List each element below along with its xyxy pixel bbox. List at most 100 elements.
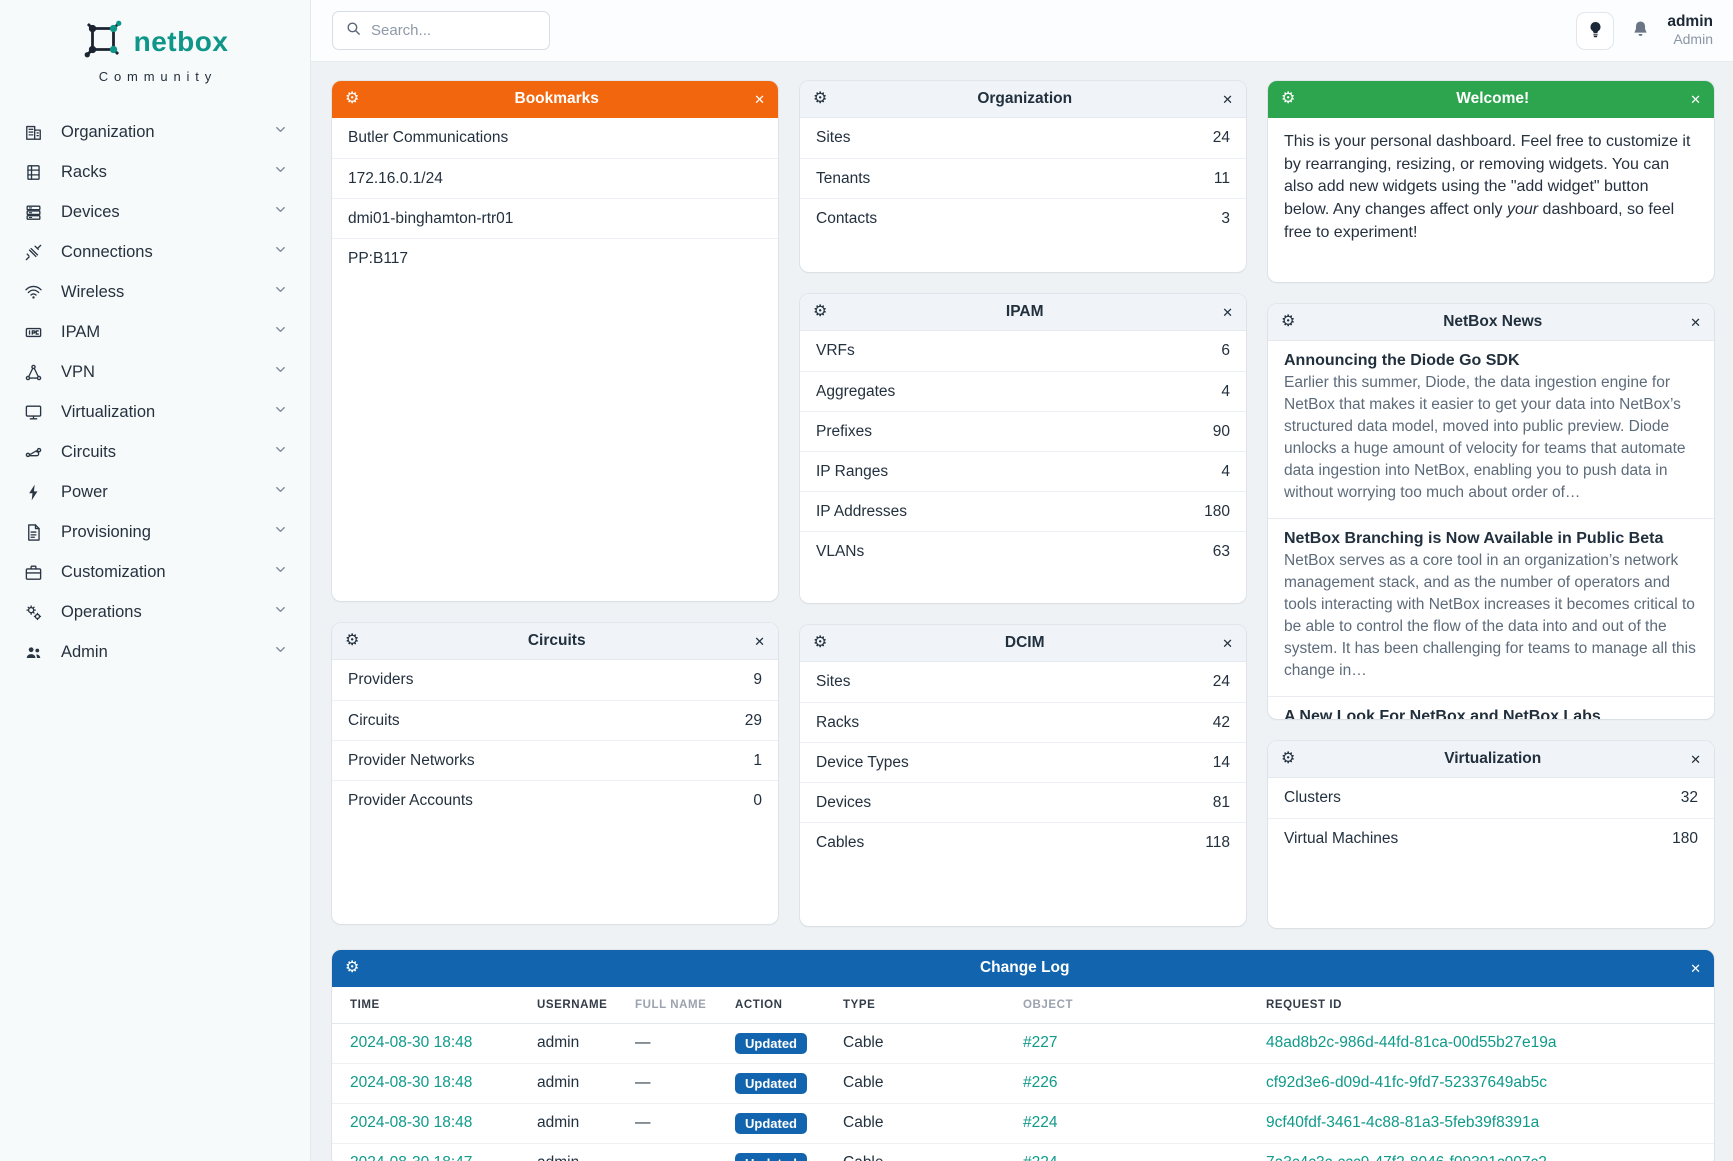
chevron-down-icon (273, 642, 288, 662)
welcome-text: This is your personal dashboard. Feel fr… (1284, 133, 1691, 241)
search-input[interactable] (371, 22, 570, 39)
widget-dcim: ⚙ DCIM ✕ Sites 24 Racks 42 Device Types 14 … (800, 625, 1246, 926)
sidebar-item-operations[interactable]: Operations (0, 592, 310, 632)
col-object[interactable]: OBJECT (1023, 987, 1266, 1024)
col-time[interactable]: TIME (332, 987, 537, 1024)
widget-close-icon[interactable]: ✕ (754, 91, 765, 107)
brand-name: netbox (133, 25, 229, 57)
time-link[interactable]: 2024-08-30 18:48 (350, 1034, 473, 1051)
col-action[interactable]: ACTION (735, 987, 843, 1024)
sidebar-item-connections[interactable]: Connections (0, 232, 310, 272)
count-row: Provider Accounts 0 (332, 780, 778, 820)
widget-title: Organization (977, 90, 1073, 107)
news-item-title[interactable]: A New Look For NetBox and NetBox Labs (1284, 708, 1601, 719)
chevron-down-icon (273, 362, 288, 382)
chevron-down-icon (273, 602, 288, 622)
widget-close-icon[interactable]: ✕ (1690, 751, 1701, 767)
col-request-id[interactable]: REQUEST ID (1266, 987, 1714, 1024)
object-link[interactable]: #224 (1023, 1154, 1057, 1161)
sidebar-item-racks[interactable]: Racks (0, 152, 310, 192)
request-id-link[interactable]: cf92d3e6-d09d-41fc-9fd7-52337649ab5c (1266, 1074, 1547, 1091)
request-id-link[interactable]: 7a3c4c3c-ccc9-47f2-8046-f09301c007c2 (1266, 1154, 1547, 1161)
brand-subtitle: Community (98, 69, 218, 84)
sidebar-item-virtualization[interactable]: Virtualization (0, 392, 310, 432)
object-link[interactable]: #227 (1023, 1034, 1058, 1051)
theme-toggle-button[interactable] (1576, 11, 1615, 50)
bookmark-item[interactable]: Butler Communications (348, 129, 509, 146)
request-id-link[interactable]: 9cf40fdf-3461-4c88-81a3-5feb39f8391a (1266, 1114, 1540, 1131)
change-log-table: TIME USERNAME FULL NAME ACTION TYPE OBJE… (332, 987, 1714, 1161)
chevron-down-icon (273, 562, 288, 582)
widget-config-icon[interactable]: ⚙ (345, 90, 360, 107)
news-item-title[interactable]: Announcing the Diode Go SDK (1284, 352, 1520, 369)
widget-config-icon[interactable]: ⚙ (813, 634, 828, 651)
bookmark-item[interactable]: dmi01-binghamton-rtr01 (332, 198, 778, 238)
organization-icon (23, 122, 44, 143)
count-row: VLANs 63 (800, 531, 1246, 571)
widget-ipam: ⚙ IPAM ✕ VRFs 6 Aggregates 4 Prefixes 90 IP… (800, 294, 1246, 603)
notifications-button[interactable] (1630, 19, 1651, 43)
sidebar-item-provisioning[interactable]: Provisioning (0, 512, 310, 552)
wifi-icon (23, 282, 44, 303)
widget-close-icon[interactable]: ✕ (754, 633, 765, 649)
widget-close-icon[interactable]: ✕ (1690, 314, 1701, 330)
netbox-logo-icon (82, 18, 124, 65)
count-row: Devices 81 (800, 782, 1246, 822)
chevron-down-icon (273, 482, 288, 502)
brand-logo[interactable]: netbox Community (0, 12, 310, 102)
sidebar-item-vpn[interactable]: VPN (0, 352, 310, 392)
count-row: Sites 24 (816, 673, 1230, 690)
widget-close-icon[interactable]: ✕ (1690, 91, 1701, 107)
bookmark-item[interactable]: 172.16.0.1/24 (332, 158, 778, 198)
sidebar-item-organization[interactable]: Organization (0, 112, 310, 152)
bookmark-item[interactable]: PP:B117 (332, 238, 778, 278)
col-username[interactable]: USERNAME (537, 987, 635, 1024)
chevron-down-icon (273, 322, 288, 342)
sidebar-item-admin[interactable]: Admin (0, 632, 310, 672)
col-type[interactable]: TYPE (843, 987, 1023, 1024)
widget-close-icon[interactable]: ✕ (1222, 304, 1233, 320)
circuits-icon (23, 442, 44, 463)
chevron-down-icon (273, 162, 288, 182)
sidebar-item-devices[interactable]: Devices (0, 192, 310, 232)
widget-config-icon[interactable]: ⚙ (1281, 750, 1296, 767)
user-menu[interactable]: admin Admin (1667, 12, 1713, 49)
chevron-down-icon (273, 282, 288, 302)
count-row: Aggregates 4 (800, 371, 1246, 411)
widget-config-icon[interactable]: ⚙ (1281, 90, 1296, 107)
widget-config-icon[interactable]: ⚙ (813, 303, 828, 320)
widget-config-icon[interactable]: ⚙ (345, 959, 360, 976)
sidebar-item-circuits[interactable]: Circuits (0, 432, 310, 472)
object-link[interactable]: #226 (1023, 1074, 1058, 1091)
ipam-icon (23, 322, 44, 343)
widget-title: IPAM (1005, 303, 1044, 320)
sidebar-item-ipam[interactable]: IPAM (0, 312, 310, 352)
widget-config-icon[interactable]: ⚙ (345, 632, 360, 649)
time-link[interactable]: 2024-08-30 18:48 (350, 1074, 473, 1091)
widget-config-icon[interactable]: ⚙ (1281, 313, 1296, 330)
sidebar-item-power[interactable]: Power (0, 472, 310, 512)
lightbulb-icon (1586, 20, 1605, 42)
sidebar-item-customization[interactable]: Customization (0, 552, 310, 592)
sidebar-item-wireless[interactable]: Wireless (0, 272, 310, 312)
devices-icon (23, 202, 44, 223)
search-box (332, 11, 570, 50)
widget-netbox-news: ⚙ NetBox News ✕ Announcing the Diode Go … (1268, 304, 1714, 719)
col-full-name[interactable]: FULL NAME (635, 987, 735, 1024)
object-link[interactable]: #224 (1023, 1114, 1058, 1131)
widget-close-icon[interactable]: ✕ (1222, 91, 1233, 107)
time-link[interactable]: 2024-08-30 18:48 (350, 1114, 473, 1131)
briefcase-icon (23, 562, 44, 583)
plug-icon (23, 242, 44, 263)
widget-close-icon[interactable]: ✕ (1690, 960, 1701, 976)
time-link[interactable]: 2024-08-30 18:47 (350, 1154, 472, 1161)
request-id-link[interactable]: 48ad8b2c-986d-44fd-81ca-00d55b27e19a (1266, 1034, 1557, 1051)
news-item-title[interactable]: NetBox Branching is Now Available in Pub… (1284, 530, 1664, 547)
chevron-down-icon (273, 242, 288, 262)
table-row: 2024-08-30 18:47 admin — Updated Cable #… (332, 1143, 1714, 1161)
widget-title: Bookmarks (514, 90, 599, 107)
action-badge: Updated (735, 1112, 807, 1134)
widget-close-icon[interactable]: ✕ (1222, 635, 1233, 651)
count-row: IP Addresses 180 (800, 491, 1246, 531)
widget-config-icon[interactable]: ⚙ (813, 90, 828, 107)
